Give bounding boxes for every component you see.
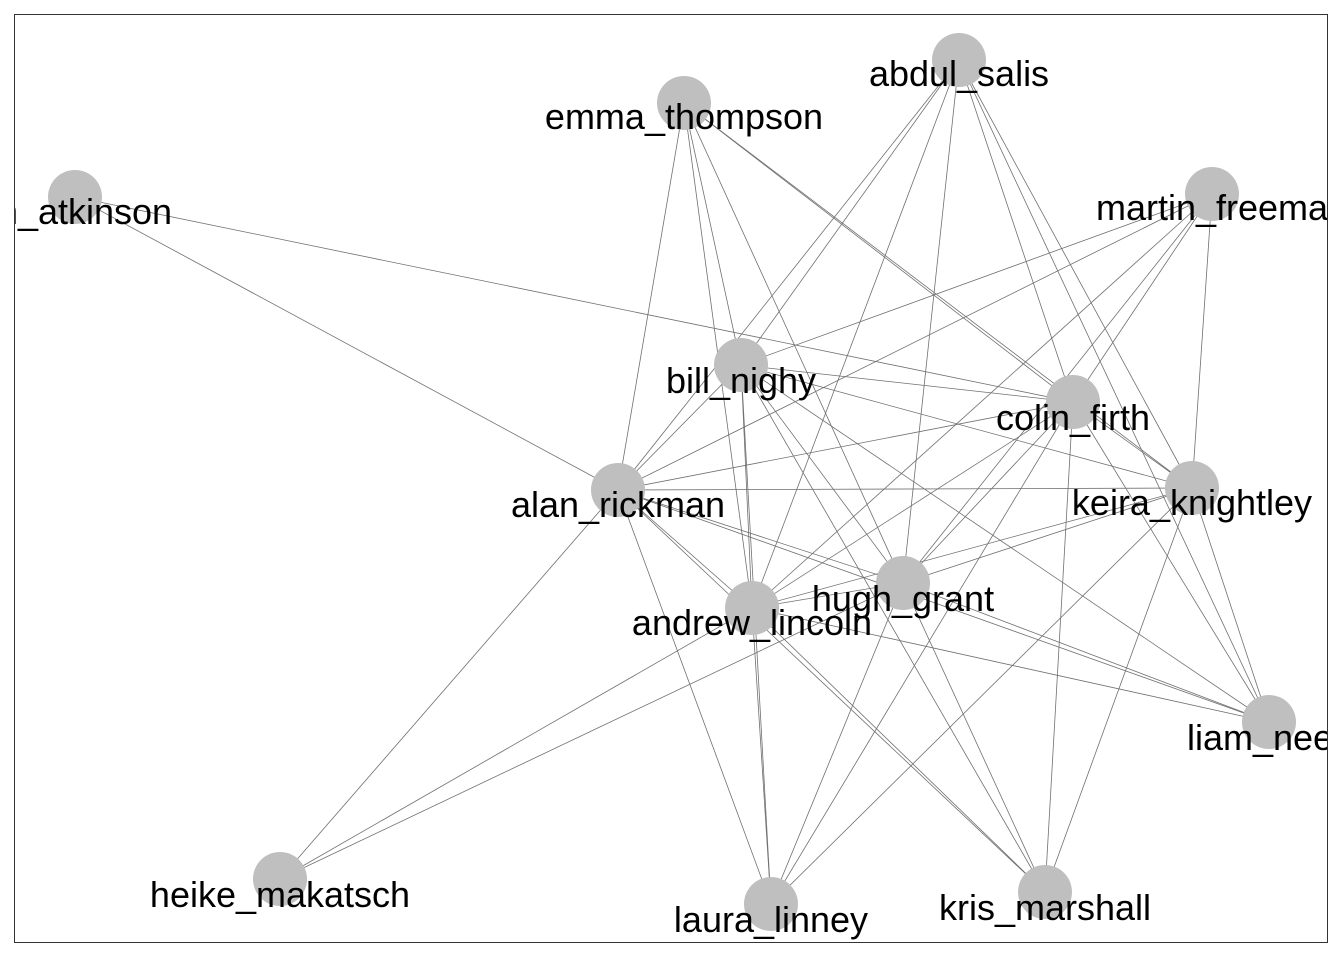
edge-colin_firth-hugh_grant — [902, 401, 1074, 584]
edge-andrew_lincoln-laura_linney — [751, 607, 772, 905]
node-label-kris_marshall: kris_marshall — [939, 887, 1151, 928]
edge-emma_thompson-colin_firth — [683, 102, 1074, 403]
edge-keira_knightley-laura_linney — [770, 487, 1193, 905]
node-label-bill_nighy: bill_nighy — [666, 360, 816, 401]
node-heike_makatsch — [253, 852, 307, 906]
node-rowan_atkinson — [48, 170, 102, 224]
edge-hugh_grant-liam_neeson — [902, 582, 1270, 723]
node-kris_marshall — [1018, 865, 1072, 919]
edge-emma_thompson-bill_nighy — [683, 102, 742, 366]
edge-keira_knightley-andrew_lincoln — [751, 487, 1193, 609]
edge-martin_freeman-keira_knightley — [1191, 193, 1213, 489]
edge-rowan_atkinson-alan_rickman — [74, 196, 619, 491]
edge-alan_rickman-andrew_lincoln — [617, 489, 753, 609]
edge-abdul_salis-keira_knightley — [958, 59, 1193, 489]
edge-abdul_salis-andrew_lincoln — [751, 59, 960, 609]
label-layer: abdul_salis emma_thompson an_atkinson marti… — [15, 53, 1328, 940]
node-colin_firth — [1046, 375, 1100, 429]
edge-bill_nighy-kris_marshall — [740, 364, 1046, 893]
edge-bill_nighy-hugh_grant — [740, 364, 904, 584]
edge-hugh_grant-heike_makatsch — [279, 582, 904, 880]
edge-andrew_lincoln-liam_neeson — [751, 607, 1270, 723]
node-keira_knightley — [1165, 461, 1219, 515]
network-graph-frame: abdul_salis emma_thompson an_atkinson marti… — [14, 14, 1328, 943]
edge-abdul_salis-alan_rickman — [617, 59, 960, 491]
edge-alan_rickman-kris_marshall — [617, 489, 1046, 893]
edge-alan_rickman-heike_makatsch — [279, 489, 619, 880]
edge-martin_freeman-bill_nighy — [740, 193, 1213, 366]
edge-emma_thompson-keira_knightley — [683, 102, 1193, 489]
edge-martin_freeman-alan_rickman — [617, 193, 1213, 491]
node-label-laura_linney: laura_linney — [674, 899, 868, 940]
node-label-andrew_lincoln: andrew_lincoln — [632, 602, 872, 643]
node-label-alan_rickman: alan_rickman — [511, 484, 725, 525]
node-bill_nighy — [714, 338, 768, 392]
edge-layer — [74, 59, 1270, 905]
node-emma_thompson — [657, 76, 711, 130]
edge-emma_thompson-hugh_grant — [683, 102, 904, 584]
edge-alan_rickman-liam_neeson — [617, 489, 1270, 723]
edge-alan_rickman-hugh_grant — [617, 489, 904, 584]
edge-rowan_atkinson-colin_firth — [74, 196, 1074, 403]
edge-keira_knightley-liam_neeson — [1191, 487, 1270, 723]
node-label-rowan_atkinson: an_atkinson — [15, 191, 172, 232]
edge-bill_nighy-andrew_lincoln — [740, 364, 753, 609]
edge-abdul_salis-liam_neeson — [958, 59, 1270, 723]
edge-colin_firth-liam_neeson — [1072, 401, 1270, 723]
node-label-keira_knightley: keira_knightley — [1072, 482, 1312, 523]
edge-abdul_salis-bill_nighy — [740, 59, 960, 366]
node-label-colin_firth: colin_firth — [996, 397, 1150, 438]
edge-alan_rickman-keira_knightley — [617, 487, 1193, 491]
node-martin_freeman — [1185, 167, 1239, 221]
edge-bill_nighy-keira_knightley — [740, 364, 1193, 489]
edge-colin_firth-andrew_lincoln — [751, 401, 1074, 609]
node-hugh_grant — [876, 556, 930, 610]
edge-hugh_grant-kris_marshall — [902, 582, 1046, 893]
edge-martin_freeman-colin_firth — [1072, 193, 1213, 403]
edge-keira_knightley-hugh_grant — [902, 487, 1193, 584]
edge-colin_firth-laura_linney — [770, 401, 1074, 905]
edge-colin_firth-alan_rickman — [617, 401, 1074, 491]
edge-emma_thompson-alan_rickman — [617, 102, 685, 491]
edge-abdul_salis-colin_firth — [958, 59, 1074, 403]
node-label-martin_freeman: martin_freema — [1096, 187, 1328, 228]
node-layer — [48, 33, 1296, 931]
node-label-liam_neeson: liam_nees — [1187, 717, 1328, 758]
edge-keira_knightley-kris_marshall — [1044, 487, 1193, 893]
edge-alan_rickman-laura_linney — [617, 489, 772, 905]
edge-abdul_salis-hugh_grant — [902, 59, 960, 584]
node-label-abdul_salis: abdul_salis — [869, 53, 1049, 94]
node-alan_rickman — [591, 463, 645, 517]
node-andrew_lincoln — [725, 581, 779, 635]
network-graph: abdul_salis emma_thompson an_atkinson marti… — [15, 33, 1328, 940]
node-label-heike_makatsch: heike_makatsch — [150, 874, 410, 915]
edge-bill_nighy-liam_neeson — [740, 364, 1270, 723]
node-abdul_salis — [932, 33, 986, 87]
edge-martin_freeman-andrew_lincoln — [751, 193, 1213, 609]
edge-andrew_lincoln-heike_makatsch — [279, 607, 753, 880]
node-liam_neeson — [1242, 695, 1296, 749]
edge-andrew_lincoln-kris_marshall — [751, 607, 1046, 893]
node-label-emma_thompson: emma_thompson — [545, 96, 823, 137]
edge-bill_nighy-alan_rickman — [617, 364, 742, 491]
node-laura_linney — [744, 877, 798, 931]
edge-bill_nighy-colin_firth — [740, 364, 1074, 403]
node-label-hugh_grant: hugh_grant — [812, 578, 994, 619]
